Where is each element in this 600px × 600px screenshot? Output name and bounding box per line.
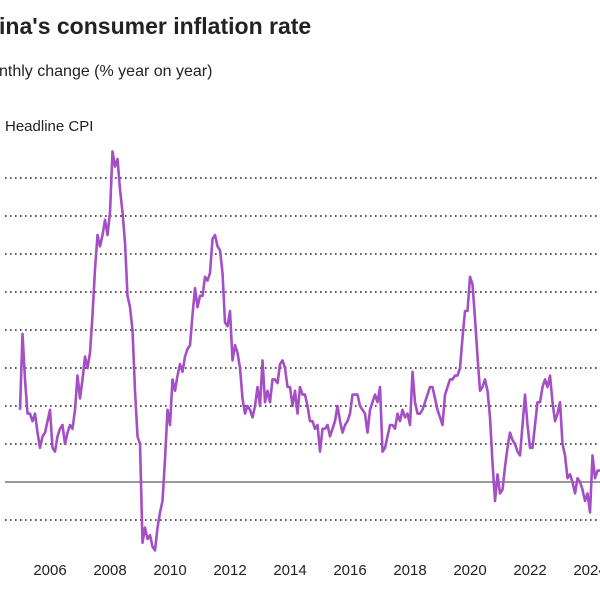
x-tick-label: 2010 bbox=[153, 562, 186, 579]
x-tick-label: 2024 bbox=[573, 562, 600, 579]
x-tick-label: 2006 bbox=[33, 562, 66, 579]
x-tick-label: 2020 bbox=[453, 562, 486, 579]
x-tick-label: 2008 bbox=[93, 562, 126, 579]
chart-subtitle: nthly change (% year on year) bbox=[0, 63, 212, 80]
x-tick-label: 2014 bbox=[273, 562, 306, 579]
x-tick-label: 2012 bbox=[213, 562, 246, 579]
legend-label: Headline CPI bbox=[5, 118, 93, 135]
chart-title: ina's consumer inflation rate bbox=[0, 13, 311, 39]
series-line bbox=[18, 150, 600, 552]
x-tick-label: 2022 bbox=[513, 562, 546, 579]
x-tick-label: 2016 bbox=[333, 562, 366, 579]
x-tick-label: 2018 bbox=[393, 562, 426, 579]
